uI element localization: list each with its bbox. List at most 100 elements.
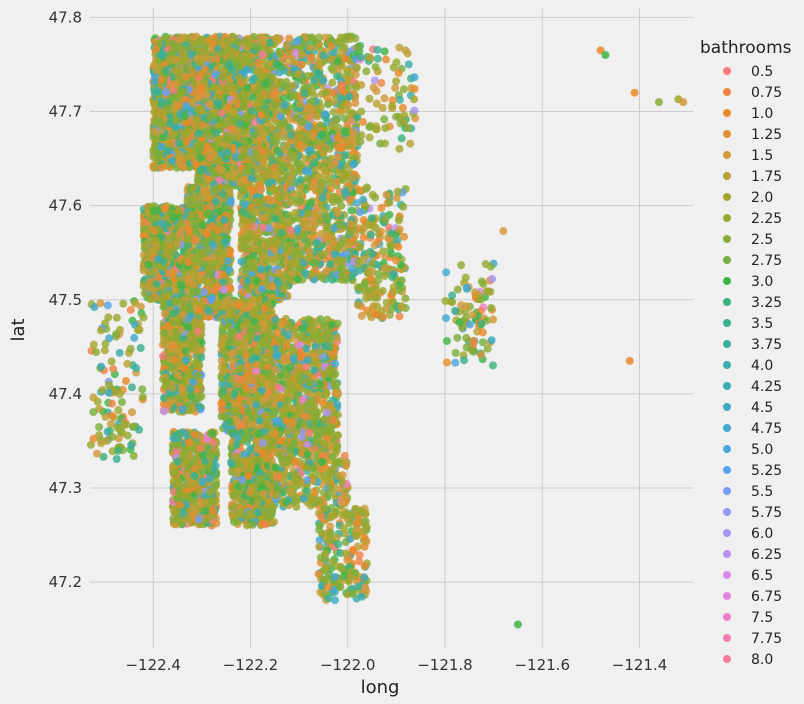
data-point [174, 139, 183, 148]
data-point [200, 65, 209, 74]
data-point [157, 143, 166, 152]
data-point [271, 34, 280, 43]
data-point [332, 116, 341, 125]
data-point [223, 37, 232, 46]
data-point [171, 80, 180, 89]
data-point [204, 245, 213, 254]
data-point [203, 142, 212, 151]
data-point [327, 42, 336, 51]
data-point [184, 235, 193, 244]
data-point [168, 232, 177, 241]
data-point [315, 33, 324, 42]
data-point [149, 286, 158, 295]
data-point [158, 108, 167, 117]
data-point [271, 214, 280, 223]
data-point [174, 157, 183, 166]
data-point [296, 99, 305, 108]
data-point [233, 37, 242, 46]
data-point [219, 285, 228, 294]
data-point [217, 166, 226, 175]
data-point [178, 163, 187, 172]
data-point [285, 84, 294, 93]
data-point [313, 68, 322, 77]
data-point [197, 84, 206, 93]
data-point [277, 228, 286, 237]
data-point [197, 193, 206, 202]
data-point [282, 40, 291, 49]
data-point [223, 148, 232, 157]
data-point [229, 133, 238, 142]
data-point [152, 118, 161, 127]
data-point [144, 278, 153, 287]
data-point [308, 86, 317, 95]
data-point [242, 92, 251, 101]
data-point [153, 150, 162, 159]
data-point [150, 77, 159, 86]
data-point [261, 79, 270, 88]
data-point [319, 76, 328, 85]
data-point [259, 223, 268, 232]
data-point [270, 170, 279, 179]
data-point [329, 97, 338, 106]
data-point [202, 209, 211, 218]
data-point [237, 257, 246, 266]
data-point [340, 54, 349, 63]
data-point [249, 32, 258, 41]
data-point [288, 57, 297, 66]
data-point [343, 65, 352, 74]
data-point [203, 91, 212, 100]
data-point [345, 92, 354, 101]
data-point [269, 236, 278, 245]
data-point [305, 113, 314, 122]
data-point [140, 289, 149, 298]
data-point [150, 142, 159, 151]
data-point [205, 100, 214, 109]
data-point [279, 284, 288, 293]
data-point [317, 90, 326, 99]
data-point [200, 288, 209, 297]
data-point [150, 61, 159, 70]
data-point [306, 53, 315, 62]
data-point [169, 213, 178, 222]
data-point [259, 130, 268, 139]
data-point [196, 202, 205, 211]
data-point [346, 35, 355, 44]
data-point [204, 306, 213, 315]
data-point [241, 36, 250, 45]
data-point [248, 159, 257, 168]
data-point [276, 78, 285, 87]
data-point [208, 259, 217, 268]
data-point [193, 116, 202, 125]
data-point [149, 226, 158, 235]
data-point [229, 46, 238, 55]
data-point [257, 110, 266, 119]
data-point [237, 153, 246, 162]
data-point [147, 215, 156, 224]
data-point [320, 110, 329, 119]
data-point [146, 295, 155, 304]
data-point [212, 184, 221, 193]
data-point [300, 89, 309, 98]
data-point [176, 280, 185, 289]
data-point [258, 37, 267, 46]
data-point [211, 70, 220, 79]
data-point [217, 255, 226, 264]
data-point [166, 119, 175, 128]
data-point [168, 93, 177, 102]
data-point [211, 128, 220, 137]
data-point [297, 60, 306, 69]
data-point [271, 88, 280, 97]
data-point [232, 99, 241, 108]
data-point [144, 260, 153, 269]
data-point [211, 155, 220, 164]
data-point [152, 163, 161, 172]
data-point [182, 102, 191, 111]
data-point [208, 38, 217, 47]
data-point [253, 66, 262, 75]
data-point [240, 137, 249, 146]
data-point [252, 276, 261, 285]
data-point [208, 252, 217, 261]
data-point [150, 100, 159, 109]
data-point [187, 210, 196, 219]
data-point [352, 63, 361, 72]
